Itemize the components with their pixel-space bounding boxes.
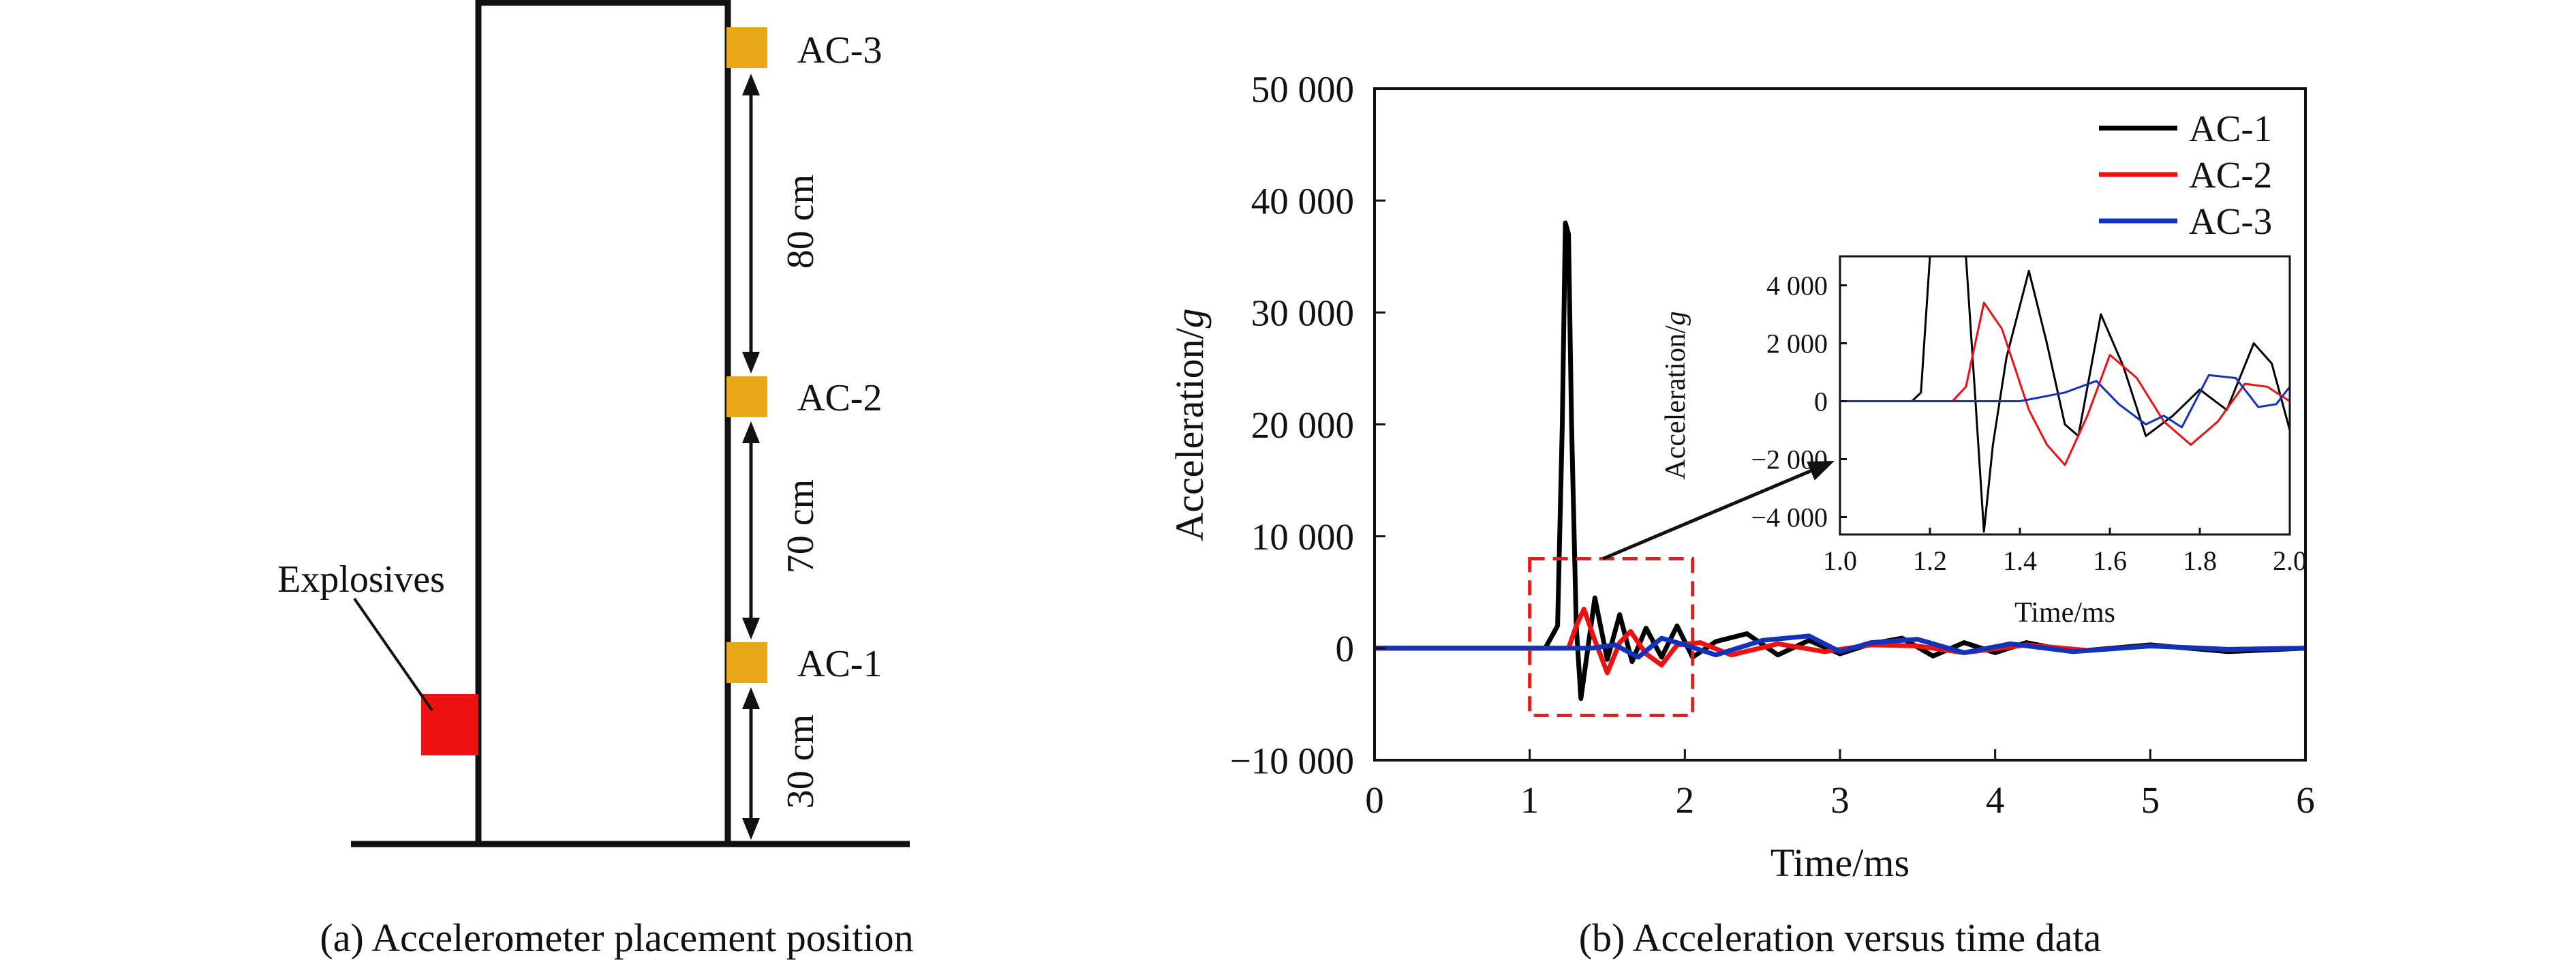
inset-y-tick-label: −4 000	[1751, 502, 1828, 533]
explosive-charge	[421, 694, 478, 755]
inset-plot-frame	[1839, 255, 2291, 536]
zoom-region-box	[1528, 557, 1695, 717]
inset-y-tick-label: 4 000	[1766, 271, 1828, 301]
dimension-arrow-80cm	[742, 74, 760, 374]
main-x-axis-ticks: 0 1 2 3 4 5 6	[1365, 749, 2315, 821]
chart-legend: AC-1 AC-2AC-3	[2099, 108, 2272, 242]
main-y-tick-label: 10 000	[1251, 516, 1354, 558]
sensor-ac3-marker	[726, 27, 767, 68]
main-y-tick-label: 50 000	[1251, 68, 1354, 110]
sensor-ac3-label: AC-3	[797, 29, 882, 72]
inset-background	[1840, 256, 2290, 534]
inset-y-tick-label: −2 000	[1751, 445, 1828, 475]
distance-label-30cm: 30 cm	[780, 714, 822, 809]
inset-series-ac-2	[1840, 301, 2290, 466]
main-x-tick-label: 0	[1365, 779, 1384, 821]
inset-x-tick-label: 2.0	[2273, 545, 2307, 576]
main-x-tick-label: 4	[1986, 779, 2005, 821]
panel-a-caption: (a) Accelerometer placement position	[320, 916, 913, 960]
main-series-ac-3	[1375, 633, 2305, 660]
main-x-tick-label: 6	[2296, 779, 2315, 821]
inset-y-axis-ticks: −4 000 −2 000 0 2 000 4 000	[1751, 271, 1847, 533]
main-y-tick-label: 0	[1336, 628, 1355, 669]
main-y-axis-title: Acceleration/g	[1167, 308, 1212, 541]
main-y-axis-ticks: −10 000 0 10 000 20 000 30 000 40 000 50 000	[1230, 68, 1385, 781]
inset-x-tick-label: 1.6	[2093, 545, 2127, 576]
main-x-tick-label: 3	[1830, 779, 1850, 821]
main-y-tick-label: −10 000	[1230, 740, 1354, 781]
main-y-tick-label: 40 000	[1251, 180, 1354, 222]
zoom-arrow-head	[1807, 461, 1835, 481]
explosives-label: Explosives	[277, 558, 445, 601]
main-x-tick-label: 1	[1520, 779, 1539, 821]
explosives-leader-line	[353, 597, 433, 712]
sensor-ac2-marker	[726, 376, 767, 417]
inset-series-ac-1	[1840, 256, 2290, 533]
inset-x-tick-label: 1.4	[2003, 545, 2037, 576]
distance-label-80cm: 80 cm	[780, 175, 822, 269]
zoom-arrow-line	[1602, 467, 1817, 560]
inset-x-tick-label: 1.0	[1823, 545, 1857, 576]
inset-x-axis-ticks: 1.0 1.2 1.4 1.6 1.8 2.0	[1823, 528, 2307, 576]
wall-outline	[475, 0, 731, 844]
inset-y-axis-title: Acceleration/g	[1660, 311, 1691, 479]
distance-label-70cm: 70 cm	[780, 479, 822, 573]
main-x-axis-title: Time/ms	[1770, 841, 1910, 885]
inset-series-layer	[1840, 256, 2290, 533]
main-series-ac-2	[1375, 606, 2305, 676]
dimension-arrow-30cm	[742, 687, 760, 840]
main-y-tick-label: 30 000	[1251, 292, 1354, 334]
main-x-tick-label: 2	[1676, 779, 1695, 821]
inset-y-tick-label: 2 000	[1766, 329, 1828, 359]
main-y-tick-label: 20 000	[1251, 404, 1354, 446]
dimension-arrow-70cm	[742, 421, 760, 639]
legend-label-ac-1: AC-1	[2189, 108, 2272, 149]
legend-label-ac-2: AC-2	[2189, 154, 2272, 196]
inset-x-axis-title: Time/ms	[2014, 597, 2115, 629]
main-x-tick-label: 5	[2141, 779, 2160, 821]
main-series-layer	[1375, 220, 2305, 702]
inset-zoom-chart: −4 000 −2 000 0 2 000 4 000 1.0 1.2 1.4 1.6 1.8 2…	[1660, 255, 2307, 629]
inset-y-tick-label: 0	[1814, 387, 1828, 417]
sensor-ac2-label: AC-2	[797, 377, 882, 419]
sensor-ac1-marker	[726, 642, 767, 683]
inset-x-tick-label: 1.8	[2183, 545, 2217, 576]
legend-label-ac-3: AC-3	[2189, 200, 2272, 242]
inset-series-ac-3	[1840, 374, 2290, 429]
panel-b-caption: (b) Acceleration versus time data	[1579, 916, 2102, 960]
acceleration-time-chart: −10 000 0 10 000 20 000 30 000 40 000 50 000 0…	[1167, 68, 2315, 960]
sensor-ac1-label: AC-1	[797, 643, 882, 685]
inset-x-tick-label: 1.2	[1913, 545, 1947, 576]
placement-diagram: AC-3 AC-2 AC-1 80 cm 70 cm 30 cm Explosi…	[277, 0, 914, 960]
